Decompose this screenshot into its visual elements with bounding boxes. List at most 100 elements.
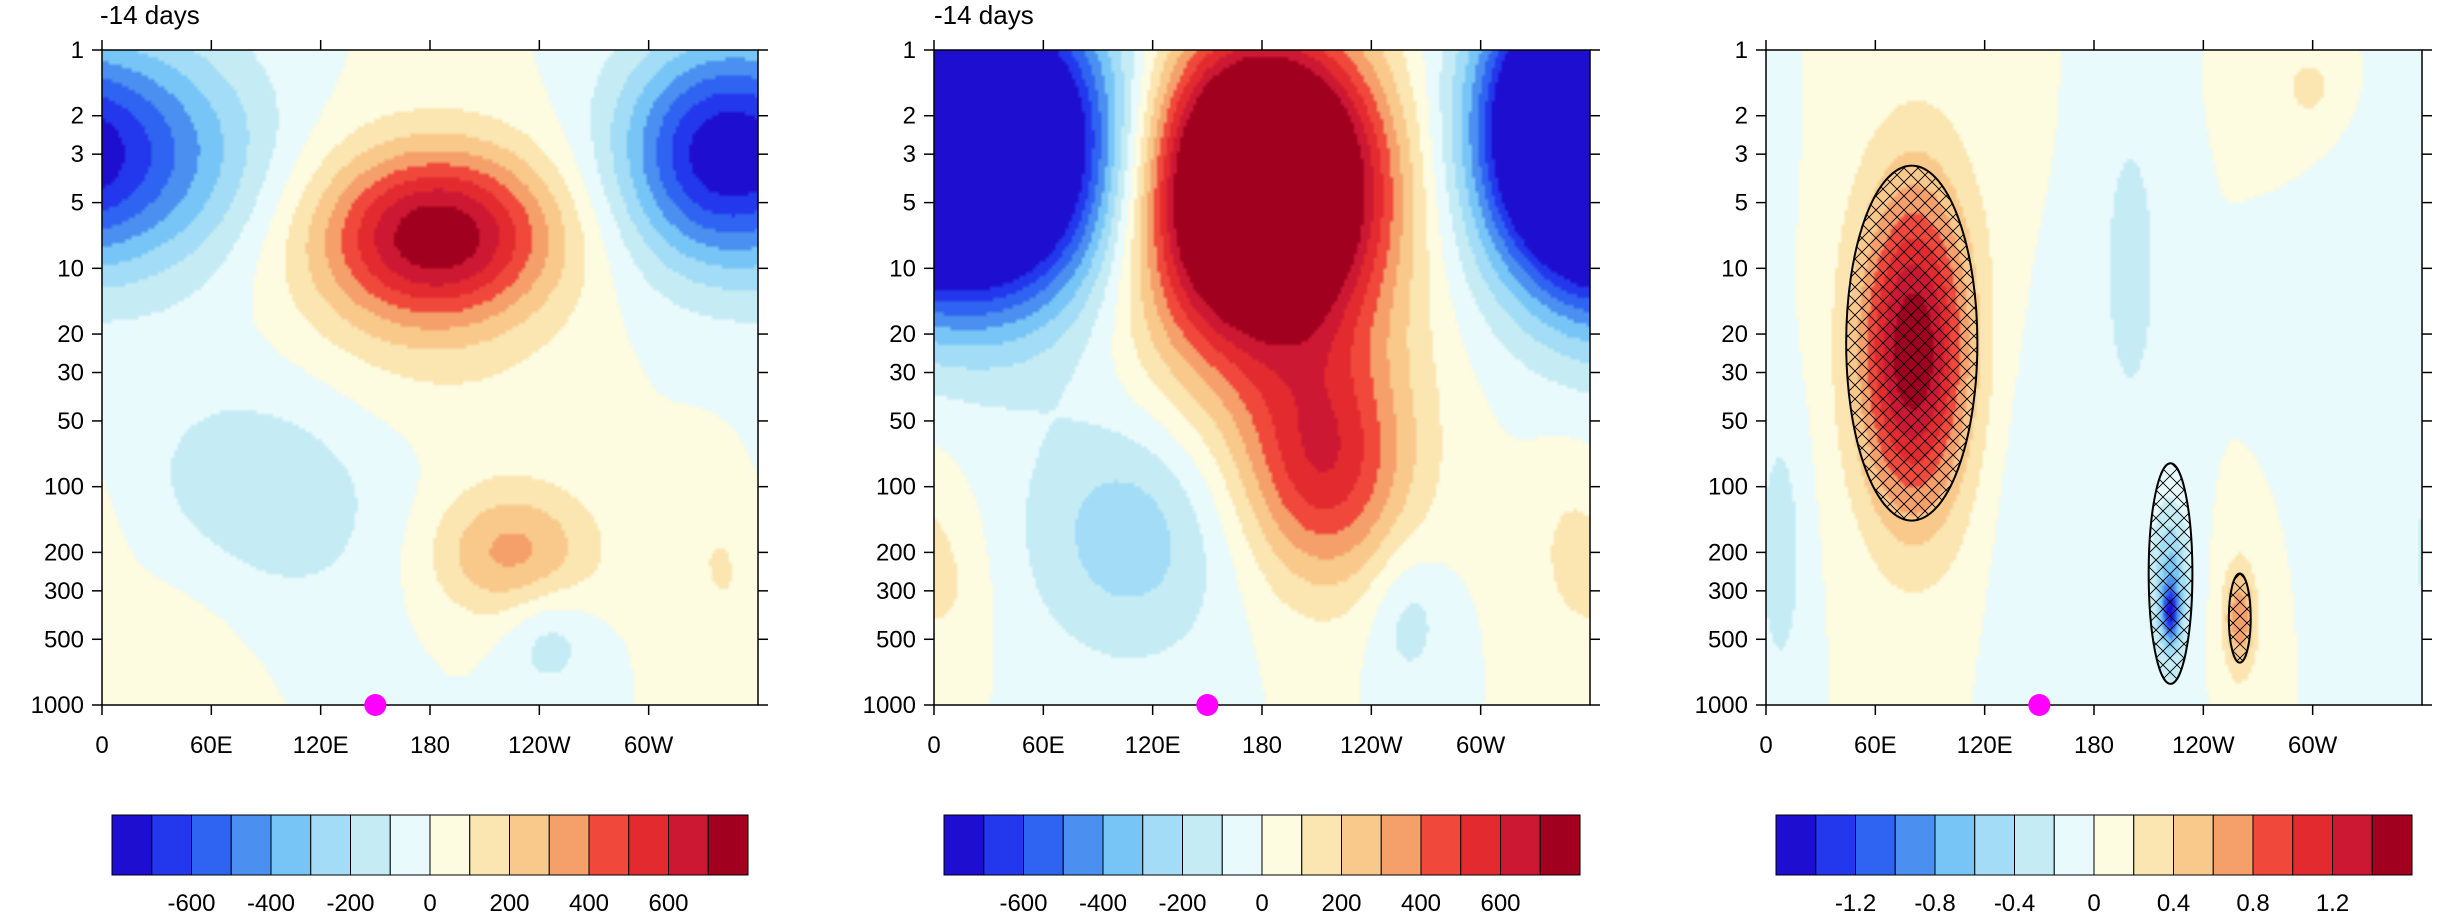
y-tick-label: 1000: [1695, 692, 1748, 719]
colorbar-cell: [1062, 814, 1104, 876]
colorbar-label: 0.4: [2157, 890, 2190, 917]
colorbar-cell: [1023, 814, 1064, 876]
location-marker: [364, 694, 387, 716]
colorbar-cell: [2133, 814, 2174, 876]
colorbar-2: -600 -400 -200 0 200 400 600: [943, 814, 1581, 917]
y-tick-label: 1000: [31, 692, 84, 719]
colorbar-cell: [2371, 814, 2413, 876]
x-tick-label: 60W: [624, 732, 674, 759]
y-tick-label: 500: [44, 626, 84, 653]
x-tick-label: 60E: [190, 732, 233, 759]
x-tick-label: 120W: [2172, 732, 2235, 759]
panel-1: 0 60E 120E 180 120W 60W 1 2 3 5 10 20 30 50 100 200 300 5…: [31, 37, 768, 917]
x-tick-label: 180: [410, 732, 450, 759]
y-tick-label: 20: [57, 321, 84, 348]
colorbar-cell: [2014, 814, 2055, 876]
colorbar-cell: [2093, 814, 2135, 876]
y-tick-label: 300: [44, 578, 84, 605]
y-tick-label: 1: [71, 37, 84, 64]
y-tick-label: 30: [1721, 360, 1748, 387]
y-tick-label: 50: [889, 408, 916, 435]
y-tick-label: 200: [44, 539, 84, 566]
y-tick-label: 100: [44, 474, 84, 501]
y-tick-label: 300: [876, 578, 916, 605]
y-tick-label: 1: [903, 37, 916, 64]
colorbar-cell: [1815, 814, 1856, 876]
colorbar-cell: [270, 814, 312, 876]
colorbar-cell: [1894, 814, 1936, 876]
colorbar-label: -200: [326, 890, 374, 917]
colorbar-label: 200: [489, 890, 529, 917]
colorbar-cell: [1261, 814, 1303, 876]
colorbar-label: 0: [1255, 890, 1268, 917]
colorbar-label: -400: [1079, 890, 1127, 917]
colorbar-cell: [469, 814, 510, 876]
panel-2-title: -14 days: [934, 0, 1034, 30]
colorbar-cell: [310, 814, 351, 876]
colorbar-label: 400: [1401, 890, 1441, 917]
colorbar-cell: [429, 814, 471, 876]
colorbar-cell: [2292, 814, 2333, 876]
y-tick-label: 3: [71, 141, 84, 168]
y-tick-label: 10: [57, 255, 84, 282]
colorbar-cell: [628, 814, 669, 876]
panel-2-field: [934, 50, 1590, 705]
panel-1-field: [102, 50, 758, 705]
x-tick-label: 60E: [1022, 732, 1065, 759]
panel-3: 0 60E 120E 180 120W 60W 1 2 3 5 10 20 30 50 100 200 300 5…: [1695, 37, 2432, 917]
colorbar-cell: [943, 814, 985, 876]
colorbar-cell: [668, 814, 709, 876]
colorbar-cell: [2252, 814, 2294, 876]
colorbar-cell: [1380, 814, 1422, 876]
colorbar-cell: [588, 814, 630, 876]
y-tick-label: 3: [1735, 141, 1748, 168]
colorbar-cell: [1341, 814, 1382, 876]
y-tick-label: 200: [876, 539, 916, 566]
colorbar-cell: [2173, 814, 2214, 876]
colorbar-label: -400: [247, 890, 295, 917]
colorbar-label: 200: [1321, 890, 1361, 917]
y-tick-label: 30: [57, 360, 84, 387]
x-tick-label: 60W: [2288, 732, 2338, 759]
y-tick-label: 30: [889, 360, 916, 387]
y-tick-label: 20: [1721, 321, 1748, 348]
colorbar-cell: [191, 814, 232, 876]
colorbar-cell: [111, 814, 153, 876]
colorbar-cell: [548, 814, 590, 876]
colorbar-label: 600: [1480, 890, 1520, 917]
colorbar-cell: [1102, 814, 1144, 876]
y-tick-label: 200: [1708, 539, 1748, 566]
colorbar-cell: [2212, 814, 2254, 876]
y-tick-label: 5: [903, 190, 916, 217]
y-tick-label: 2: [71, 103, 84, 130]
x-tick-label: 180: [2074, 732, 2114, 759]
colorbar-cell: [2053, 814, 2095, 876]
colorbar-cell: [350, 814, 391, 876]
y-tick-label: 50: [57, 408, 84, 435]
colorbar-cell: [1974, 814, 2015, 876]
colorbar-cell: [151, 814, 192, 876]
colorbar-label: 0.8: [2236, 890, 2269, 917]
x-tick-label: 120E: [1957, 732, 2013, 759]
panel-2: 0 60E 120E 180 120W 60W 1 2 3 5 10 20 30 50 100 200 300 5…: [863, 37, 1600, 917]
colorbar-label: -0.4: [1994, 890, 2035, 917]
location-marker: [2028, 694, 2051, 716]
colorbar-label: -200: [1158, 890, 1206, 917]
colorbar-cell: [1420, 814, 1462, 876]
colorbar-cell: [1221, 814, 1263, 876]
colorbar-1: -600 -400 -200 0 200 400 600: [111, 814, 749, 917]
colorbar-3: -1.2 -0.8 -0.4 0 0.4 0.8 1.2: [1775, 814, 2413, 917]
colorbar-cell: [1182, 814, 1223, 876]
x-tick-label: 60W: [1456, 732, 1506, 759]
y-tick-label: 2: [1735, 103, 1748, 130]
x-tick-label: 0: [927, 732, 940, 759]
colorbar-cell: [1775, 814, 1817, 876]
colorbar-cell: [1934, 814, 1976, 876]
y-tick-label: 20: [889, 321, 916, 348]
colorbar-cell: [1301, 814, 1342, 876]
colorbar-cell: [230, 814, 272, 876]
colorbar-label: -0.8: [1914, 890, 1955, 917]
location-marker: [1196, 694, 1219, 716]
